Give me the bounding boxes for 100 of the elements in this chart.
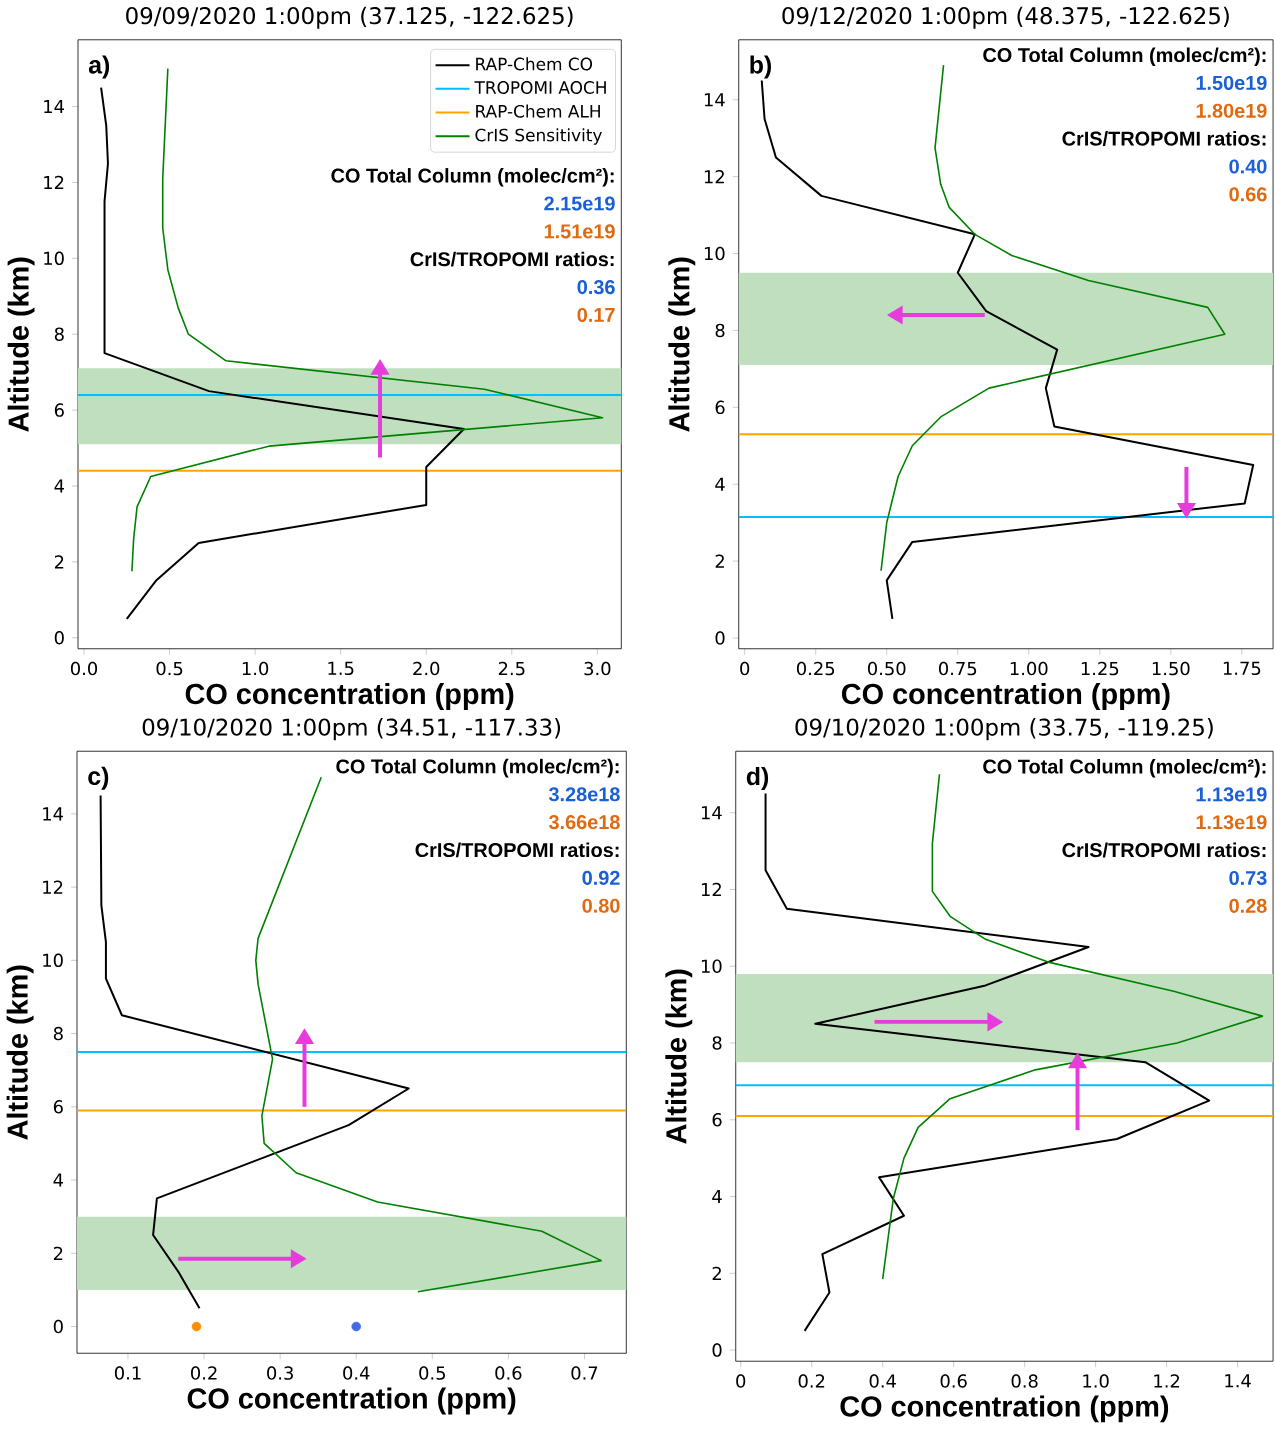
y-tick-label: 2 <box>715 554 724 568</box>
y-tick-label: 12 <box>43 880 63 894</box>
annotation: CrIS/TROPOMI ratios: <box>410 251 614 267</box>
x-axis-title: CO concentration (ppm) <box>841 683 1170 710</box>
y-tick-label: 14 <box>701 806 722 820</box>
x-tick-label: 1.4 <box>1225 1374 1251 1388</box>
annotation: 1.50e19 <box>1196 75 1267 90</box>
y-axis-title: Altitude (km) <box>6 965 34 1140</box>
y-tick-label: 0 <box>54 630 64 645</box>
x-tick-label: 0.7 <box>571 1366 598 1380</box>
annotation: 0.17 <box>577 307 615 322</box>
chart-title: 09/10/2020 1:00pm (33.75, -119.25) <box>795 718 1213 741</box>
x-tick-label: 0.75 <box>938 661 977 676</box>
annotation: b) <box>750 55 771 79</box>
y-tick-label: 4 <box>54 479 64 493</box>
line-series <box>99 794 410 1310</box>
legend-label: TROPOMI AOCH <box>474 81 606 94</box>
y-tick-label: 0 <box>715 631 725 645</box>
annotation: a) <box>88 55 110 79</box>
y-tick-label: 2 <box>53 1246 63 1260</box>
y-tick-label: 0 <box>712 1343 722 1357</box>
x-tick-label: 0.25 <box>796 661 835 676</box>
y-tick-label: 6 <box>712 1112 722 1127</box>
y-tick-label: 6 <box>715 400 725 415</box>
x-tick-label: 0.5 <box>419 1366 445 1380</box>
legend-label: RAP-Chem ALH <box>476 104 600 118</box>
y-axis-title: Altitude (km) <box>665 969 693 1144</box>
y-tick-label: 6 <box>53 1100 63 1114</box>
annotation: 0.36 <box>577 280 615 295</box>
x-tick-label: 0.4 <box>869 1374 896 1388</box>
annotation: 1.51e19 <box>544 224 615 239</box>
x-tick-label: 1.00 <box>1010 661 1048 676</box>
x-axis-title: CO concentration (ppm) <box>187 1387 516 1415</box>
x-tick-label: 0 <box>740 661 750 676</box>
x-tick-label: 1.50 <box>1152 661 1190 676</box>
annotation: CO Total Column (molec/cm²): <box>983 758 1266 778</box>
y-tick-label: 10 <box>704 246 725 261</box>
x-tick-label: 2.0 <box>413 661 440 676</box>
x-tick-label: 0.4 <box>343 1366 370 1380</box>
annotation: 0.80 <box>582 898 620 913</box>
x-axis-title: CO concentration (ppm) <box>840 1395 1169 1423</box>
y-tick-label: 14 <box>43 807 63 821</box>
y-tick-label: 0 <box>53 1319 63 1334</box>
annotation: 1.13e19 <box>1196 815 1267 830</box>
y-tick-label: 10 <box>44 251 64 266</box>
y-axis-title: Altitude (km) <box>668 257 696 432</box>
x-tick-label: 2.5 <box>498 661 525 676</box>
annotation: 0.73 <box>1229 870 1267 886</box>
x-tick-label: 1.25 <box>1081 661 1119 676</box>
y-tick-label: 4 <box>712 1190 722 1204</box>
y-tick-label: 4 <box>715 477 725 491</box>
x-tick-label: 3.0 <box>584 661 611 676</box>
x-tick-label: 1.75 <box>1223 661 1261 676</box>
chart-title: 09/10/2020 1:00pm (34.51, -117.33) <box>142 718 561 741</box>
y-tick-label: 4 <box>53 1173 63 1187</box>
y-tick-label: 14 <box>704 93 725 107</box>
x-tick-label: 1.0 <box>242 661 269 676</box>
y-tick-label: 8 <box>715 323 725 338</box>
x-tick-label: 0.0 <box>70 661 98 676</box>
y-tick-label: 10 <box>43 953 63 968</box>
x-tick-label: 0.6 <box>940 1374 967 1388</box>
annotation: 0.28 <box>1229 898 1267 913</box>
x-tick-label: 0 <box>736 1374 746 1388</box>
annotation: 2.15e19 <box>544 196 615 211</box>
y-tick-label: 6 <box>54 403 64 417</box>
annotation: 1.13e19 <box>1196 787 1267 802</box>
chart-title: 09/12/2020 1:00pm (48.375, -122.625) <box>782 6 1229 29</box>
y-axis-title: Altitude (km) <box>7 257 35 432</box>
y-tick-label: 12 <box>44 175 64 190</box>
y-tick-label: 8 <box>53 1026 63 1041</box>
x-tick-label: 0.6 <box>495 1366 522 1380</box>
x-tick-label: 0.3 <box>267 1366 293 1380</box>
x-tick-label: 0.2 <box>190 1366 217 1380</box>
annotation: CO Total Column (molec/cm²): <box>983 47 1266 67</box>
annotation: 0.92 <box>582 870 620 885</box>
legend-label: CrIS Sensitivity <box>475 128 602 145</box>
x-tick-label: 0.1 <box>114 1366 141 1380</box>
annotation: 0.40 <box>1229 159 1267 174</box>
x-tick-label: 0.8 <box>1011 1374 1038 1388</box>
y-tick-label: 12 <box>701 882 721 897</box>
annotation: CO Total Column (molec/cm²): <box>331 168 614 187</box>
annotation: 3.28e18 <box>548 787 620 802</box>
x-tick-label: 1.2 <box>1154 1374 1180 1388</box>
annotation: CO Total Column (molec/cm²): <box>336 758 619 778</box>
annotation: CrIS/TROPOMI ratios: <box>1062 842 1266 858</box>
x-axis-title: CO concentration (ppm) <box>185 683 514 710</box>
annotation: 1.80e19 <box>1196 103 1267 118</box>
y-tick-label: 10 <box>701 959 722 973</box>
y-tick-label: 2 <box>54 555 64 569</box>
x-tick-label: 0.5 <box>156 661 183 676</box>
x-tick-label: 1.0 <box>1083 1374 1109 1388</box>
y-tick-label: 2 <box>712 1266 721 1280</box>
chart-title: 09/09/2020 1:00pm (37.125, -122.625) <box>126 6 573 29</box>
legend-label: RAP-Chem CO <box>476 57 593 71</box>
annotation: CrIS/TROPOMI ratios: <box>1062 131 1266 146</box>
y-tick-label: 8 <box>54 327 64 341</box>
x-tick-label: 0.50 <box>867 661 906 676</box>
x-tick-label: 1.5 <box>328 661 354 676</box>
annotation: 3.66e18 <box>548 815 620 830</box>
annotation: 0.66 <box>1229 187 1267 202</box>
